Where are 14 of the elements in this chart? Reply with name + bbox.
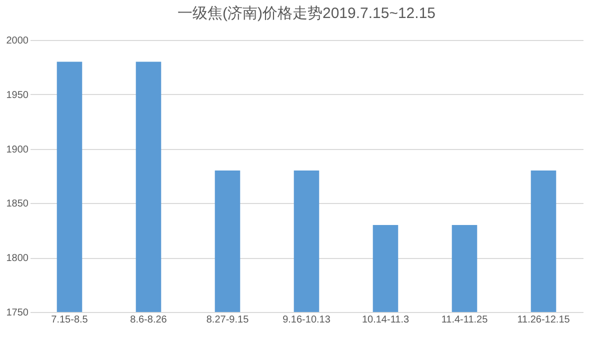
x-tick-label: 8.27-9.15 bbox=[206, 314, 250, 326]
y-tick-label: 2000 bbox=[6, 36, 29, 46]
y-tick-label: 1750 bbox=[6, 308, 29, 318]
y-tick-label: 1950 bbox=[6, 90, 29, 101]
chart-title: 一级焦(济南)价格走势2019.7.15~12.15 bbox=[177, 5, 436, 22]
y-tick-label: 1900 bbox=[6, 144, 29, 156]
y-tick-label: 1850 bbox=[6, 198, 29, 210]
x-tick-label: 11.26-12.15 bbox=[517, 314, 570, 326]
x-tick-label: 11.4-11.25 bbox=[441, 314, 488, 326]
x-tick-label: 7.15-8.5 bbox=[51, 314, 88, 326]
x-tick-label: 10.14-11.3 bbox=[362, 314, 410, 326]
x-tick-label: 8.6-8.26 bbox=[130, 314, 168, 326]
y-tick-label: 1800 bbox=[6, 253, 29, 264]
x-tick-label: 9.16-10.13 bbox=[282, 314, 331, 326]
